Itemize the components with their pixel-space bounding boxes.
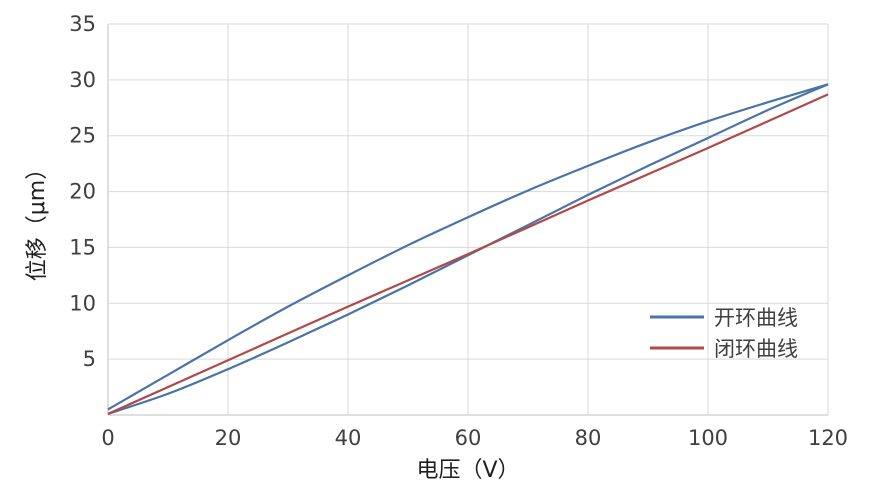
x-axis-title: 电压（V） [416, 458, 519, 483]
x-tick-label: 80 [575, 426, 602, 450]
x-tick-label: 0 [101, 426, 114, 450]
y-tick-label: 30 [69, 68, 96, 92]
x-tick-label: 120 [808, 426, 848, 450]
closed-loop-series-line-0 [107, 93, 829, 415]
tick-labels: 0 20 40 60 80 100 120 5 10 15 20 25 30 35 [69, 12, 848, 450]
y-tick-label: 35 [69, 12, 96, 36]
y-tick-label: 5 [83, 347, 96, 371]
y-tick-label: 15 [69, 235, 96, 259]
x-tick-label: 40 [335, 426, 362, 450]
x-tick-label: 20 [215, 426, 242, 450]
plot-series [107, 83, 829, 415]
y-tick-label: 10 [69, 291, 96, 315]
y-tick-label: 20 [69, 180, 96, 204]
legend-label: 闭环曲线 [714, 337, 798, 361]
x-tick-label: 60 [455, 426, 482, 450]
open-loop-series-line-0 [107, 83, 829, 411]
y-axis-title: 位移（μm） [25, 158, 50, 281]
legend-label: 开环曲线 [714, 306, 798, 330]
x-tick-label: 100 [688, 426, 728, 450]
gridlines [107, 23, 829, 416]
y-tick-label: 25 [69, 124, 96, 148]
